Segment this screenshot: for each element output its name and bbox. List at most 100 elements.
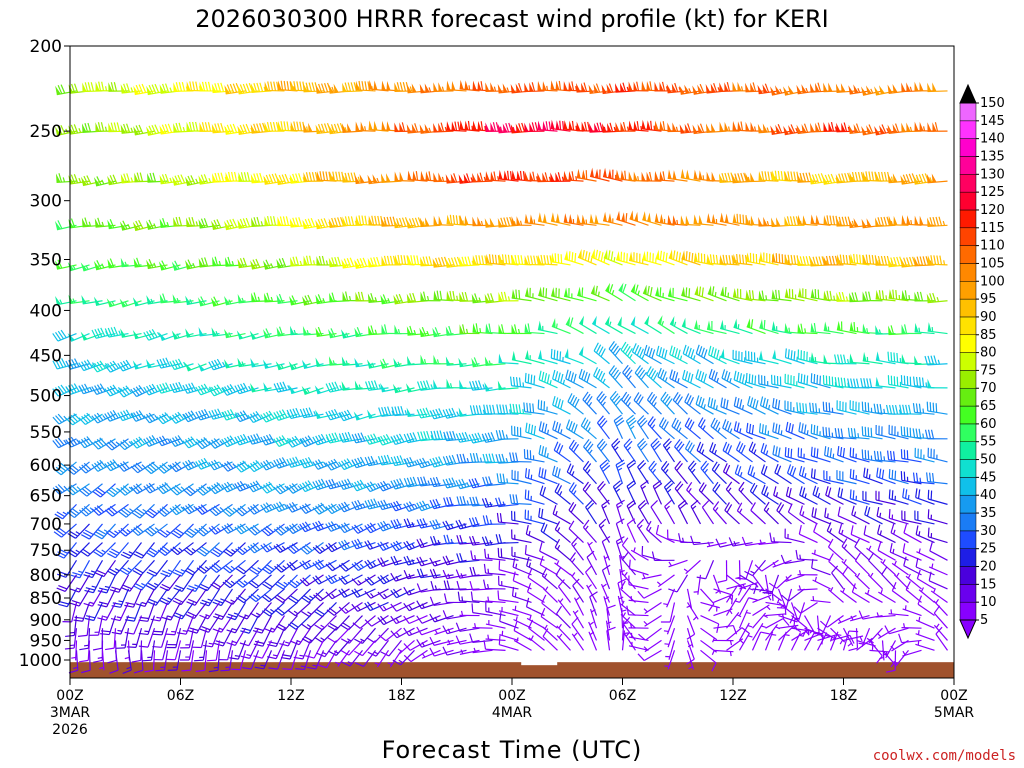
wind-barb — [537, 80, 558, 92]
wind-barb — [797, 287, 818, 302]
wind-barb — [185, 175, 207, 187]
wind-barb — [836, 122, 857, 133]
wind-barb — [147, 172, 168, 183]
wind-barb — [541, 567, 558, 590]
wind-barb — [95, 122, 116, 132]
wind-barb — [338, 501, 363, 513]
wind-barb — [111, 615, 130, 635]
wind-barb — [834, 354, 857, 365]
wind-barb — [166, 640, 182, 661]
wind-barb — [810, 446, 831, 463]
wind-barb — [432, 327, 454, 338]
wind-barb — [787, 503, 805, 525]
wind-barb — [194, 640, 208, 662]
wind-barb — [606, 626, 616, 651]
wind-barb — [235, 559, 259, 575]
wind-barb — [637, 588, 662, 599]
wind-barb — [262, 359, 285, 369]
wind-barb — [751, 623, 766, 641]
colorbar-label: 60 — [980, 417, 997, 432]
wind-barb — [523, 449, 545, 463]
wind-barb — [854, 572, 870, 590]
wind-barb — [130, 523, 155, 536]
wind-barb — [854, 538, 870, 561]
wind-barb — [552, 369, 571, 389]
wind-barb — [381, 120, 402, 132]
wind-barb — [420, 354, 441, 365]
wind-barb — [377, 557, 402, 568]
wind-barb — [609, 390, 623, 415]
wind-barb — [900, 471, 922, 485]
wind-barb — [377, 454, 402, 466]
wind-barb — [52, 329, 77, 342]
colorbar-segment — [959, 263, 977, 282]
credit-text: coolwx.com/models — [873, 748, 1016, 764]
wind-barb — [224, 256, 246, 267]
wind-barb — [772, 445, 792, 463]
wind-barb — [195, 503, 220, 515]
wind-barb — [314, 615, 337, 631]
wind-barb — [858, 610, 883, 620]
wind-barb — [851, 583, 870, 603]
wind-barb — [540, 607, 558, 629]
wind-barb — [93, 260, 116, 271]
wind-barb — [590, 248, 610, 266]
wind-barb — [646, 366, 662, 389]
wind-barb — [602, 167, 623, 182]
wind-barb — [888, 489, 909, 505]
wind-barb — [107, 542, 129, 559]
wind-barb — [854, 552, 870, 576]
wind-barb — [847, 427, 870, 440]
wind-barb — [159, 574, 181, 592]
wind-barb — [893, 649, 909, 667]
wind-barb — [134, 172, 155, 183]
wind-barb — [302, 294, 324, 306]
wind-barb — [537, 212, 558, 226]
wind-barb — [622, 364, 636, 389]
wind-barb — [809, 82, 831, 93]
wind-barb — [628, 120, 649, 132]
wind-barb — [70, 588, 91, 607]
wind-barb — [585, 500, 598, 525]
wind-barb — [810, 596, 831, 604]
wind-barb — [485, 82, 506, 93]
wind-barb — [585, 565, 598, 590]
wind-barb — [615, 518, 625, 543]
wind-barb — [891, 560, 909, 576]
wind-barb — [171, 523, 194, 539]
wind-barb — [780, 554, 805, 565]
wind-barb — [416, 614, 441, 624]
wind-barb — [754, 559, 779, 572]
wind-barb — [626, 605, 649, 617]
wind-barb — [927, 378, 948, 389]
wind-barb — [124, 615, 143, 635]
colorbar-label: 115 — [980, 221, 1005, 236]
wind-barb — [315, 82, 337, 94]
wind-barb — [538, 370, 558, 389]
wind-barb — [724, 502, 740, 525]
wind-barb — [67, 523, 90, 539]
wind-barb — [563, 170, 584, 182]
wind-barb — [912, 403, 935, 415]
wind-barb — [873, 450, 896, 463]
wind-barb — [459, 379, 480, 390]
wind-barb — [927, 216, 948, 228]
wind-barb — [666, 82, 688, 94]
wind-barb — [274, 602, 298, 616]
wind-barb — [132, 297, 155, 307]
wind-barb — [719, 212, 740, 226]
wind-barb — [738, 481, 753, 505]
wind-barb — [104, 438, 129, 451]
wind-barb — [927, 322, 948, 335]
x-tick-label: 12Z — [277, 688, 304, 704]
y-tick-label: 700 — [30, 515, 62, 535]
wind-barb — [524, 213, 545, 226]
wind-barb — [273, 542, 298, 553]
wind-barb — [596, 415, 610, 440]
wind-barb — [442, 520, 467, 531]
wind-barb — [247, 523, 272, 536]
wind-barb — [124, 588, 143, 608]
wind-barb — [819, 615, 844, 628]
wind-barb — [132, 360, 155, 370]
wind-barb — [342, 216, 363, 227]
